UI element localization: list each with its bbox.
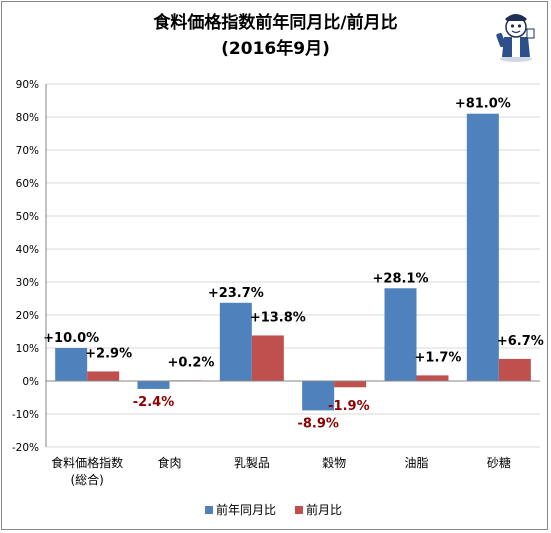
bar bbox=[498, 358, 531, 381]
data-label: +1.7% bbox=[415, 350, 462, 365]
data-label: +10.0% bbox=[43, 331, 99, 346]
data-label: +2.9% bbox=[85, 346, 132, 361]
data-labels: +10.0%+2.9% -2.4% +0.2% +23.7% +13.8% -8.9% -1… bbox=[43, 97, 544, 432]
category-label: 油脂 bbox=[404, 455, 428, 470]
y-tick-label: 0% bbox=[22, 376, 39, 388]
category-labels: 食料価格指数 (総合) 食肉 乳製品 穀物 油脂 砂糖 bbox=[51, 455, 511, 487]
y-tick-label: 20% bbox=[16, 310, 39, 322]
mascot-logo-icon bbox=[496, 14, 535, 62]
y-tick-label: 50% bbox=[16, 211, 39, 223]
chart-subtitle: (2016年9月) bbox=[221, 39, 330, 59]
data-label: +0.2% bbox=[168, 355, 215, 370]
category-label: 食肉 bbox=[157, 455, 181, 470]
legend-label: 前月比 bbox=[306, 502, 342, 517]
bars bbox=[55, 113, 531, 411]
y-tick-label: -20% bbox=[12, 442, 39, 454]
y-axis-ticks: 90% 80% 70% 60% 50% 40% 30% 20% 10% 0% -10% -20% bbox=[12, 79, 39, 454]
bar bbox=[87, 371, 120, 381]
y-tick-label: 30% bbox=[16, 277, 39, 289]
legend-swatch bbox=[295, 506, 303, 514]
data-label: -2.4% bbox=[133, 395, 174, 410]
data-label: +6.7% bbox=[497, 334, 544, 349]
data-label: +28.1% bbox=[373, 271, 429, 286]
y-tick-label: 80% bbox=[16, 112, 39, 124]
bar bbox=[466, 113, 499, 381]
data-label: +13.8% bbox=[250, 310, 306, 325]
legend-label: 前年同月比 bbox=[216, 502, 276, 517]
bar bbox=[137, 381, 170, 389]
bar bbox=[251, 335, 284, 381]
bar bbox=[334, 381, 367, 388]
bar bbox=[219, 302, 252, 381]
axes bbox=[45, 84, 540, 447]
y-tick-label: 70% bbox=[16, 145, 39, 157]
data-label: -8.9% bbox=[297, 416, 338, 431]
category-label: 穀物 bbox=[322, 456, 346, 470]
y-tick-label: 10% bbox=[16, 343, 39, 355]
y-tick-label: 90% bbox=[16, 79, 39, 91]
category-label: (総合) bbox=[70, 472, 103, 487]
category-label: 食料価格指数 bbox=[51, 455, 123, 470]
legend-swatch bbox=[205, 506, 213, 514]
data-label: +81.0% bbox=[455, 97, 511, 112]
bar bbox=[416, 375, 449, 381]
y-tick-label: 40% bbox=[16, 244, 39, 256]
legend: 前年同月比 前月比 bbox=[205, 502, 342, 517]
chart-title: 食料価格指数前年同月比/前月比 bbox=[153, 13, 398, 33]
chart-title-block: 食料価格指数前年同月比/前月比 (2016年9月) bbox=[0, 10, 551, 62]
category-label: 砂糖 bbox=[487, 455, 511, 470]
data-label: +23.7% bbox=[208, 286, 264, 301]
bar bbox=[55, 348, 88, 381]
bar bbox=[302, 381, 335, 411]
gridlines bbox=[46, 83, 540, 448]
category-label: 乳製品 bbox=[234, 456, 270, 470]
y-tick-label: -10% bbox=[12, 409, 39, 421]
data-label: -1.9% bbox=[328, 399, 369, 414]
bar bbox=[384, 288, 417, 381]
y-tick-label: 60% bbox=[16, 178, 39, 190]
